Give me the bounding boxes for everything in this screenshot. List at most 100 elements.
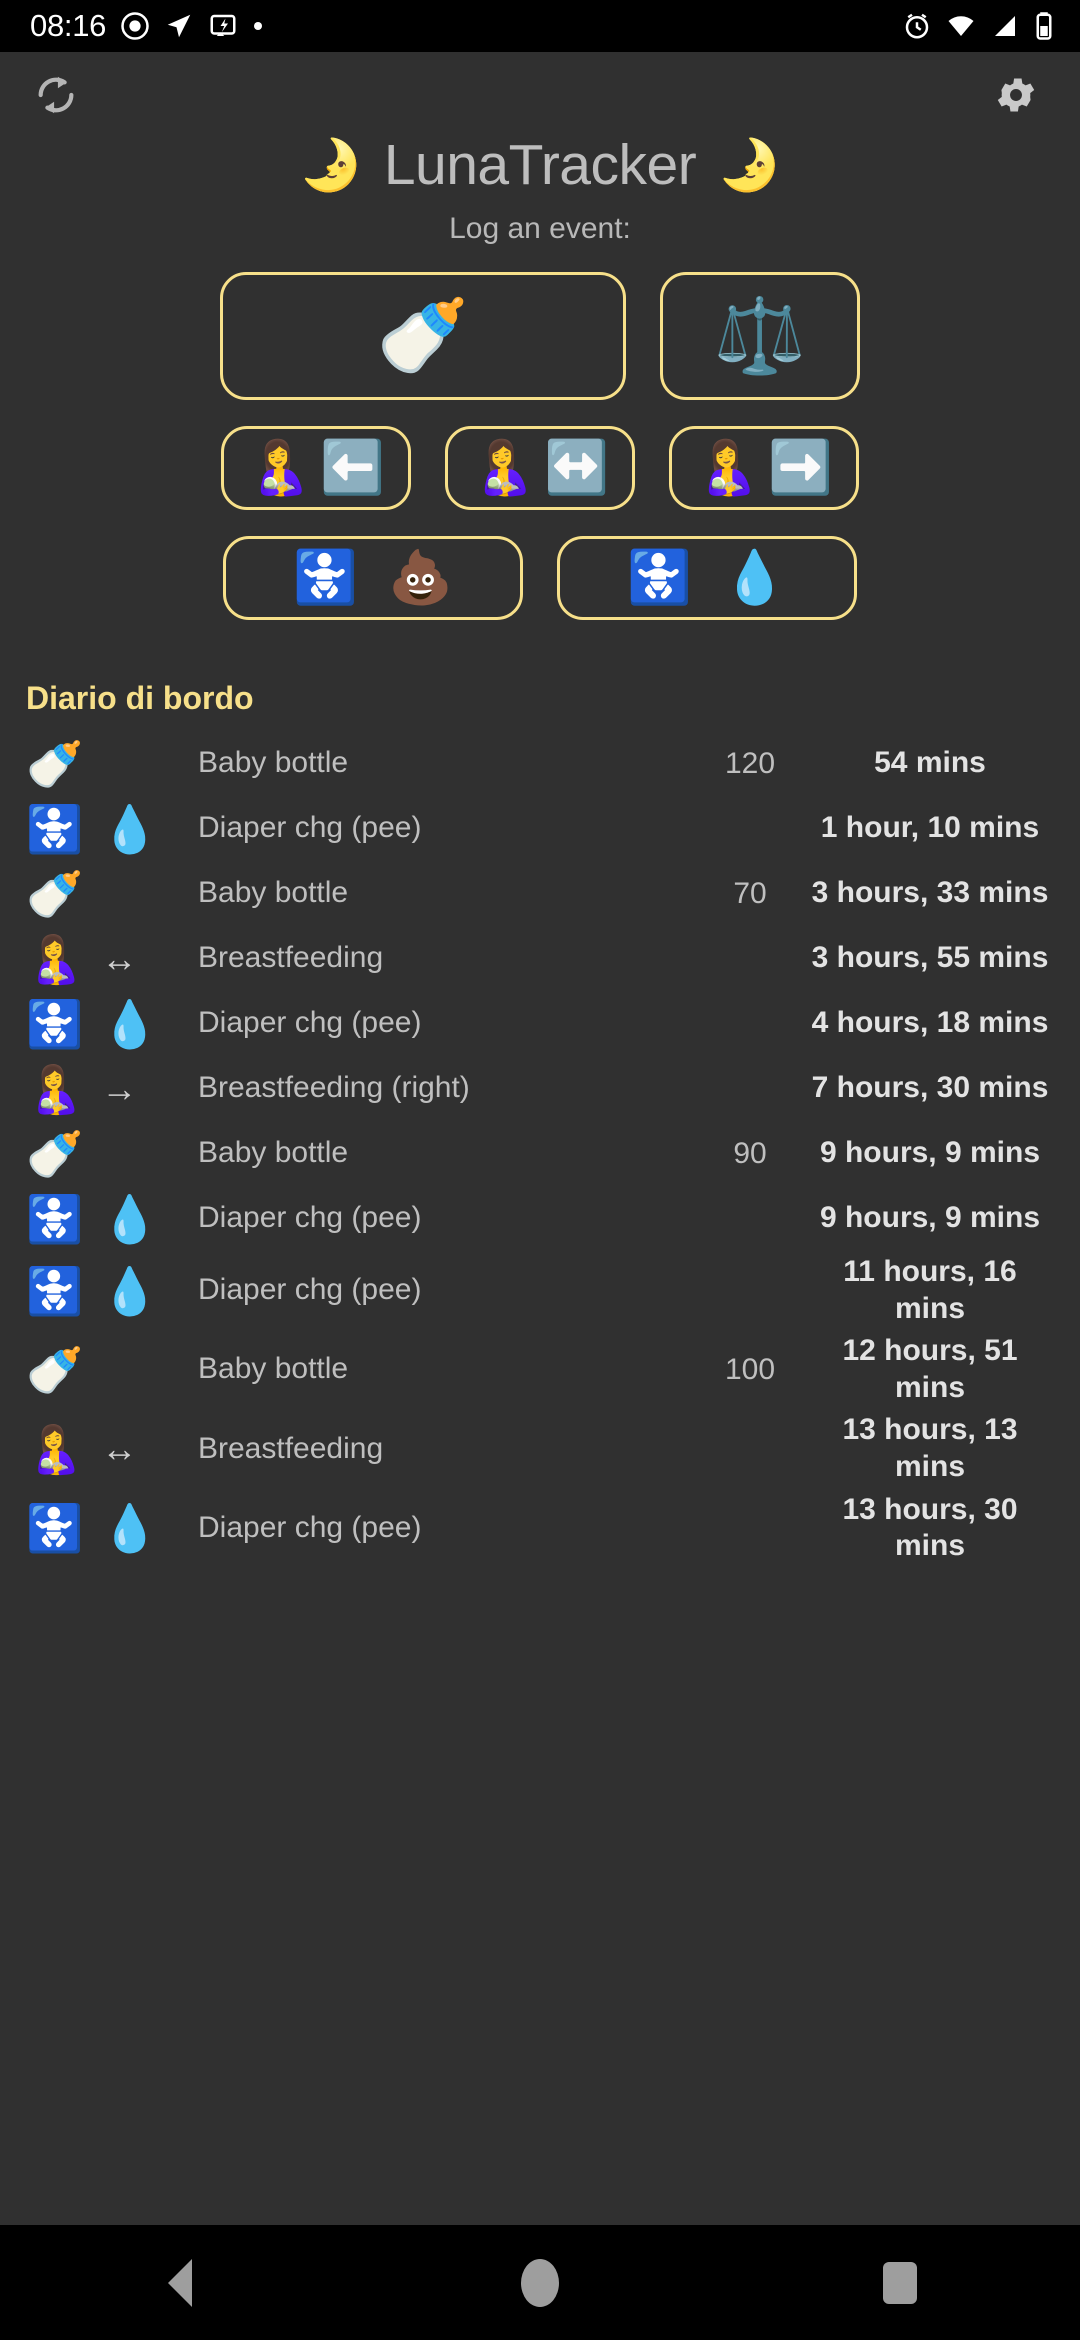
log-row[interactable]: 🍼 Baby bottle 90 9 hours, 9 mins (0, 1121, 1080, 1186)
poop-icon: 💩 (388, 549, 453, 607)
log-row-duration: 13 hours, 30 mins (842, 1492, 1018, 1563)
log-weight-button[interactable]: ⚖️ (660, 272, 860, 400)
wifi-icon (948, 16, 974, 36)
app-title-row: 🌛 LunaTracker 🌛 (0, 132, 1080, 198)
nav-back-button[interactable] (105, 2225, 255, 2340)
status-bar-left: 08:16 (30, 8, 264, 44)
sync-button[interactable] (26, 65, 86, 125)
android-nav-bar (0, 2225, 1080, 2340)
log-row-emoji: 🍼 (26, 737, 84, 790)
log-breastfeed-right-button[interactable]: 🤱 ➡️ (669, 426, 859, 510)
log-row-amount: 70 (733, 876, 767, 910)
log-row-emoji: 🍼 (26, 867, 84, 920)
breastfeeding-icon: 🤱 (247, 439, 312, 497)
quick-actions-row-3: 🚼 💩 🚼 💧 (0, 536, 1080, 620)
log-row-emoji: 🚼 (26, 802, 84, 855)
log-row-emoji: 💧 (101, 997, 159, 1050)
log-row-emoji: 💧 (101, 1192, 159, 1245)
breastfeeding-icon: 🤱 (695, 439, 760, 497)
log-row-emoji: 🚼 (26, 1192, 84, 1245)
app-toolbar (0, 52, 1080, 138)
log-row-side-arrow-icon: ↔ (101, 937, 138, 979)
gear-icon (997, 78, 1035, 112)
log-row-icons: 🤱 ↔ (26, 1426, 198, 1472)
log-row-label: Baby bottle (198, 746, 349, 780)
status-bar-clock: 08:16 (30, 8, 107, 43)
log-row-duration: 1 hour, 10 mins (820, 811, 1040, 845)
log-diaper-poop-button[interactable]: 🚼 💩 (223, 536, 523, 620)
log-row-icons: 🍼 (26, 1347, 198, 1393)
log-list[interactable]: 🍼 Baby bottle 120 54 mins 🚼 💧 Diaper chg (pee)… (0, 731, 1080, 1568)
log-row[interactable]: 🚼 💧 Diaper chg (pee) 1 hour, 10 mins (0, 796, 1080, 861)
moon-right-icon: 🌛 (718, 137, 781, 193)
log-row[interactable]: 🍼 Baby bottle 100 12 hours, 51 mins (0, 1330, 1080, 1409)
log-breastfeed-both-button[interactable]: 🤱 ↔️ (445, 426, 635, 510)
log-row[interactable]: 🚼 💧 Diaper chg (pee) 13 hours, 30 mins (0, 1489, 1080, 1568)
settings-button[interactable] (986, 65, 1046, 125)
nav-recents-button[interactable] (825, 2225, 975, 2340)
log-diaper-pee-button[interactable]: 🚼 💧 (557, 536, 857, 620)
log-row-icons: 🚼 💧 (26, 1001, 198, 1047)
log-row[interactable]: 🍼 Baby bottle 120 54 mins (0, 731, 1080, 796)
log-row[interactable]: 🤱 → Breastfeeding (right) 7 hours, 30 mins (0, 1056, 1080, 1121)
log-row-amount: 100 (724, 1352, 776, 1386)
log-row[interactable]: 🚼 💧 Diaper chg (pee) 4 hours, 18 mins (0, 991, 1080, 1056)
log-row-icons: 🚼 💧 (26, 1268, 198, 1314)
log-event-subtitle: Log an event: (449, 212, 631, 245)
log-row-emoji: 💧 (101, 1264, 159, 1317)
log-row-label: Baby bottle (198, 876, 349, 910)
log-row-duration: 11 hours, 16 mins (843, 1255, 1017, 1325)
arrow-left-icon: ⬅️ (320, 439, 385, 497)
log-row-duration: 12 hours, 51 mins (842, 1334, 1018, 1404)
log-row-icons: 🤱 → (26, 1066, 198, 1112)
back-icon (168, 2258, 192, 2307)
log-row-duration: 13 hours, 13 mins (842, 1413, 1018, 1483)
log-row-amount: 90 (733, 1136, 767, 1170)
home-icon (521, 2258, 559, 2307)
log-row[interactable]: 🍼 Baby bottle 70 3 hours, 33 mins (0, 861, 1080, 926)
baby-symbol-icon: 🚼 (293, 549, 358, 607)
breastfeeding-icon: 🤱 (471, 439, 536, 497)
log-row-emoji: 🤱 (26, 1062, 84, 1115)
message-lightning-icon (210, 14, 236, 36)
log-row-amount: 120 (724, 746, 776, 780)
log-row-duration: 7 hours, 30 mins (811, 1071, 1049, 1105)
log-row-icons: 🍼 (26, 741, 198, 787)
arrow-left-right-icon: ↔️ (544, 439, 609, 497)
log-row-duration: 3 hours, 55 mins (811, 941, 1049, 975)
log-row-label: Diaper chg (pee) (198, 1273, 422, 1307)
log-row-side-arrow-icon: → (101, 1067, 138, 1109)
nav-home-button[interactable] (465, 2225, 615, 2340)
quick-actions-row-2: 🤱 ⬅️ 🤱 ↔️ 🤱 ➡️ (0, 426, 1080, 510)
status-bar: 08:16 (0, 0, 1080, 52)
battery-icon (1036, 12, 1052, 40)
arrow-right-icon: ➡️ (768, 439, 833, 497)
log-breastfeed-left-button[interactable]: 🤱 ⬅️ (221, 426, 411, 510)
log-row-label: Breastfeeding (198, 941, 384, 975)
app-content: 🌛 LunaTracker 🌛 Log an event: 🍼 ⚖️ 🤱 ⬅️ … (0, 52, 1080, 2225)
log-bottle-button[interactable]: 🍼 (220, 272, 626, 400)
log-row-label: Breastfeeding (right) (198, 1071, 470, 1105)
status-bar-right (902, 11, 1054, 41)
log-row-duration: 9 hours, 9 mins (819, 1136, 1041, 1170)
log-row-icons: 🚼 💧 (26, 1196, 198, 1242)
log-row-icons: 🚼 💧 (26, 1505, 198, 1551)
log-row-duration: 3 hours, 33 mins (811, 876, 1049, 910)
signal-icon (995, 16, 1015, 36)
log-row-duration: 54 mins (874, 746, 986, 780)
log-row-icons: 🍼 (26, 1131, 198, 1177)
log-row[interactable]: 🚼 💧 Diaper chg (pee) 9 hours, 9 mins (0, 1186, 1080, 1251)
log-row-emoji: 🍼 (26, 1127, 84, 1180)
moon-left-icon: 🌛 (299, 137, 362, 193)
log-row[interactable]: 🤱 ↔ Breastfeeding 3 hours, 55 mins (0, 926, 1080, 991)
scale-icon: ⚖️ (713, 294, 807, 377)
log-row-emoji: 🚼 (26, 1502, 84, 1555)
log-row[interactable]: 🤱 ↔ Breastfeeding 13 hours, 13 mins (0, 1409, 1080, 1488)
page-title: LunaTracker (383, 133, 697, 197)
log-row-emoji: 💧 (101, 1502, 159, 1555)
log-row-label: Diaper chg (pee) (198, 1006, 422, 1040)
log-row[interactable]: 🚼 💧 Diaper chg (pee) 11 hours, 16 mins (0, 1251, 1080, 1330)
log-row-label: Diaper chg (pee) (198, 1201, 422, 1235)
droplet-icon: 💧 (722, 549, 787, 607)
